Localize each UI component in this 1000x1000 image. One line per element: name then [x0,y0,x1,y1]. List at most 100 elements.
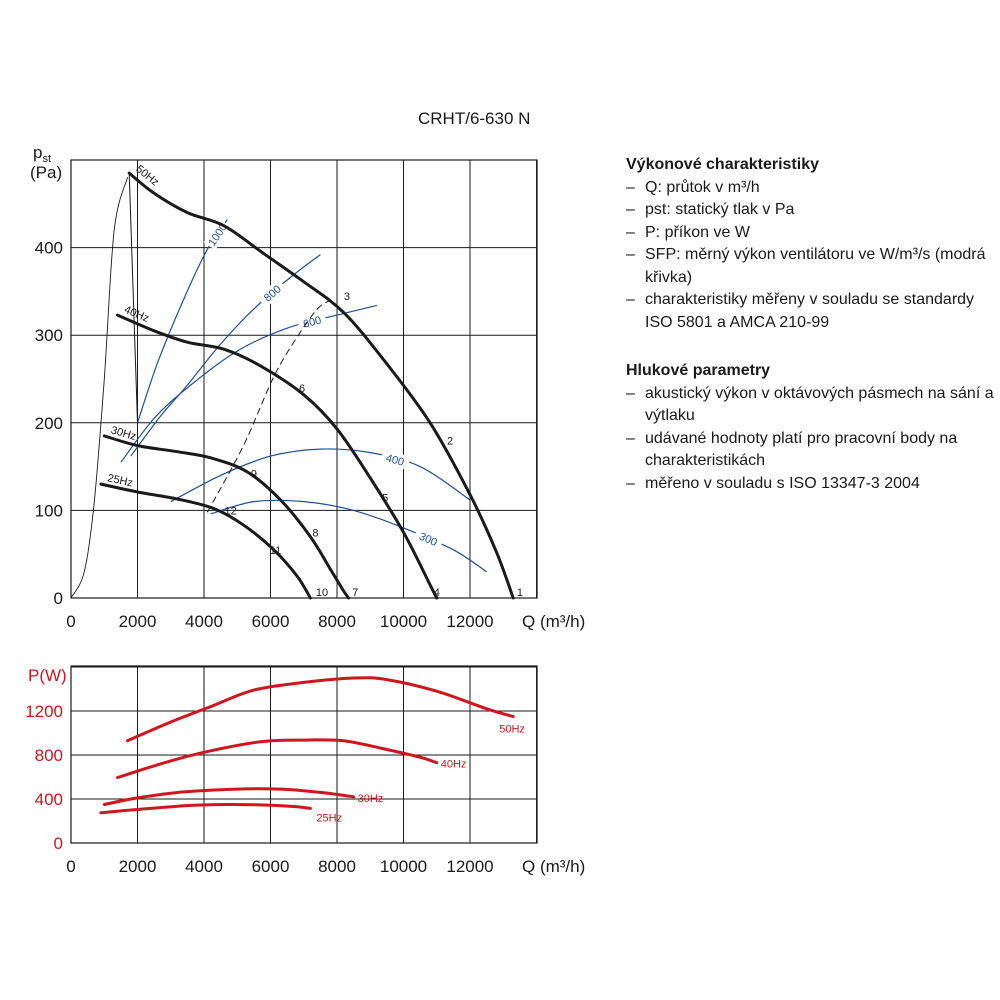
plot-frame [70,665,538,844]
point-label: 5 [382,492,388,504]
fan-curve-30Hz [102,434,351,600]
operating-line-dashed [206,299,331,513]
point-label: 7 [352,587,358,599]
x-tick-label: 12000 [446,857,493,876]
y-tick-label: 300 [35,326,63,345]
chart-title: CRHT/6-630 N [418,109,530,128]
sfp-curve-label: 600 [302,314,323,330]
fan-curve-50Hz [127,171,515,600]
x-tick-label: 8000 [318,857,356,876]
guide-line [128,173,138,423]
plot-frame [70,159,538,599]
x-axis-label: Q (m³/h) [522,857,585,876]
x-tick-label: 6000 [252,612,290,631]
power-curve-label: 50Hz [499,724,525,736]
performance-item: – P: příkon ve W [626,222,996,245]
x-tick-label: 12000 [446,612,493,631]
power-plot: 0 2000 4000 6000 8000 10000 12000 0 400 800 1200 P(… [25,665,585,876]
y-tick-label: 400 [35,239,63,258]
power-curve-label: 25Hz [316,812,342,824]
performance-item: – charakteristiky měřeny v souladu se sta… [626,289,996,334]
point-label: 12 [224,505,236,517]
performance-item-text: charakteristiky měřeny v souladu se stan… [645,291,975,331]
point-label: 2 [447,435,453,447]
pressure-plot: 0 2000 4000 6000 8000 10000 12000 0 100 200 300 400… [30,143,585,631]
noise-item-text: udávané hodnoty platí pro pracovní body … [645,429,958,470]
y-axis-label: P(W) [28,666,67,685]
sfp-curve-800 [130,254,321,457]
y-tick-label: 400 [35,790,63,809]
y-tick-label: 100 [35,501,63,520]
performance-item: – SFP: měrný výkon ventilátoru ve W/m³/s … [626,244,996,289]
noise-item: – akustický výkon v oktávových pásmech na… [626,383,996,428]
point-label: 1 [517,587,523,599]
y-tick-label: 0 [54,834,63,853]
point-label: 3 [344,291,350,303]
power-curve-30Hz [102,787,356,806]
y-tick-label: 1200 [25,702,63,721]
x-tick-label: 8000 [318,612,356,631]
power-curve-50Hz [126,676,515,743]
sfp-label-bg [412,526,445,551]
x-tick-label: 10000 [380,857,427,876]
sfp-label-bg [379,449,411,471]
fan-curve-25Hz [99,482,312,600]
x-tick-label: 4000 [185,612,223,631]
point-label: 8 [312,527,318,539]
x-tick-label: 0 [66,612,75,631]
sfp-label-bg [256,278,288,308]
point-label: 4 [434,587,440,599]
performance-item-text: SFP: měrný výkon ventilátoru ve W/m³/s (… [645,246,986,286]
point-label: 10 [316,587,328,599]
power-curve-25Hz [99,802,312,815]
noise-item: – měřeno v souladu s ISO 13347-3 2004 [626,473,996,496]
sfp-curve-600 [120,304,378,463]
dash-bullet: – [626,246,635,263]
performance-list: – Q: průtok v m³/h – pst: statický tlak v P… [626,177,996,335]
dash-bullet: – [626,429,635,447]
x-tick-label: 2000 [119,612,157,631]
sfp-curve-label: 400 [384,452,405,469]
fan-curve-label: 40Hz [122,304,150,325]
dash-bullet: – [626,474,635,492]
system-curve [70,177,128,599]
y-tick-label: 0 [54,589,63,608]
y-axis-unit: (Pa) [30,163,62,182]
power-curve-label: 30Hz [358,793,384,805]
dash-bullet: – [626,223,635,241]
noise-heading: Hlukové parametry [626,362,771,379]
point-label: 6 [299,383,305,395]
sfp-curve-300 [210,499,487,573]
performance-item: – Q: průtok v m³/h [626,177,996,200]
y-tick-label: 800 [35,746,63,765]
y-tick-label: 200 [35,414,63,433]
power-curve-label: 40Hz [441,759,467,771]
x-tick-label: 4000 [185,857,223,876]
noise-list: – akustický výkon v oktávových pásmech na… [626,383,996,496]
sfp-curve-400 [170,448,471,503]
x-tick-label: 10000 [380,612,427,631]
x-tick-label: 6000 [252,857,290,876]
performance-item-text: P: příkon ve W [645,223,750,241]
fan-curve-label: 25Hz [106,472,134,489]
noise-item-text: akustický výkon v oktávových pásmech na … [645,384,994,425]
legend-panel: Výkonové charakteristiky – Q: průtok v m³… [626,154,996,495]
point-label: 9 [251,469,257,481]
x-tick-label: 2000 [119,857,157,876]
fan-curve-40Hz [116,313,439,600]
y-axis-label: pst [33,143,51,165]
performance-heading: Výkonové charakteristiky [626,156,819,173]
dash-bullet: – [626,291,635,308]
point-label: 11 [270,545,281,557]
noise-item-text: měřeno v souladu s ISO 13347-3 2004 [645,474,920,492]
dash-bullet: – [626,201,635,218]
performance-item: – pst: statický tlak v Pa [626,199,996,222]
x-tick-label: 0 [66,857,75,876]
dash-bullet: – [626,178,635,196]
x-axis-label: Q (m³/h) [522,612,585,631]
noise-item: – udávané hodnoty platí pro pracovní body… [626,428,996,473]
performance-item-text: pst: statický tlak v Pa [645,201,795,218]
performance-item-text: Q: průtok v m³/h [645,178,760,196]
dash-bullet: – [626,384,635,402]
